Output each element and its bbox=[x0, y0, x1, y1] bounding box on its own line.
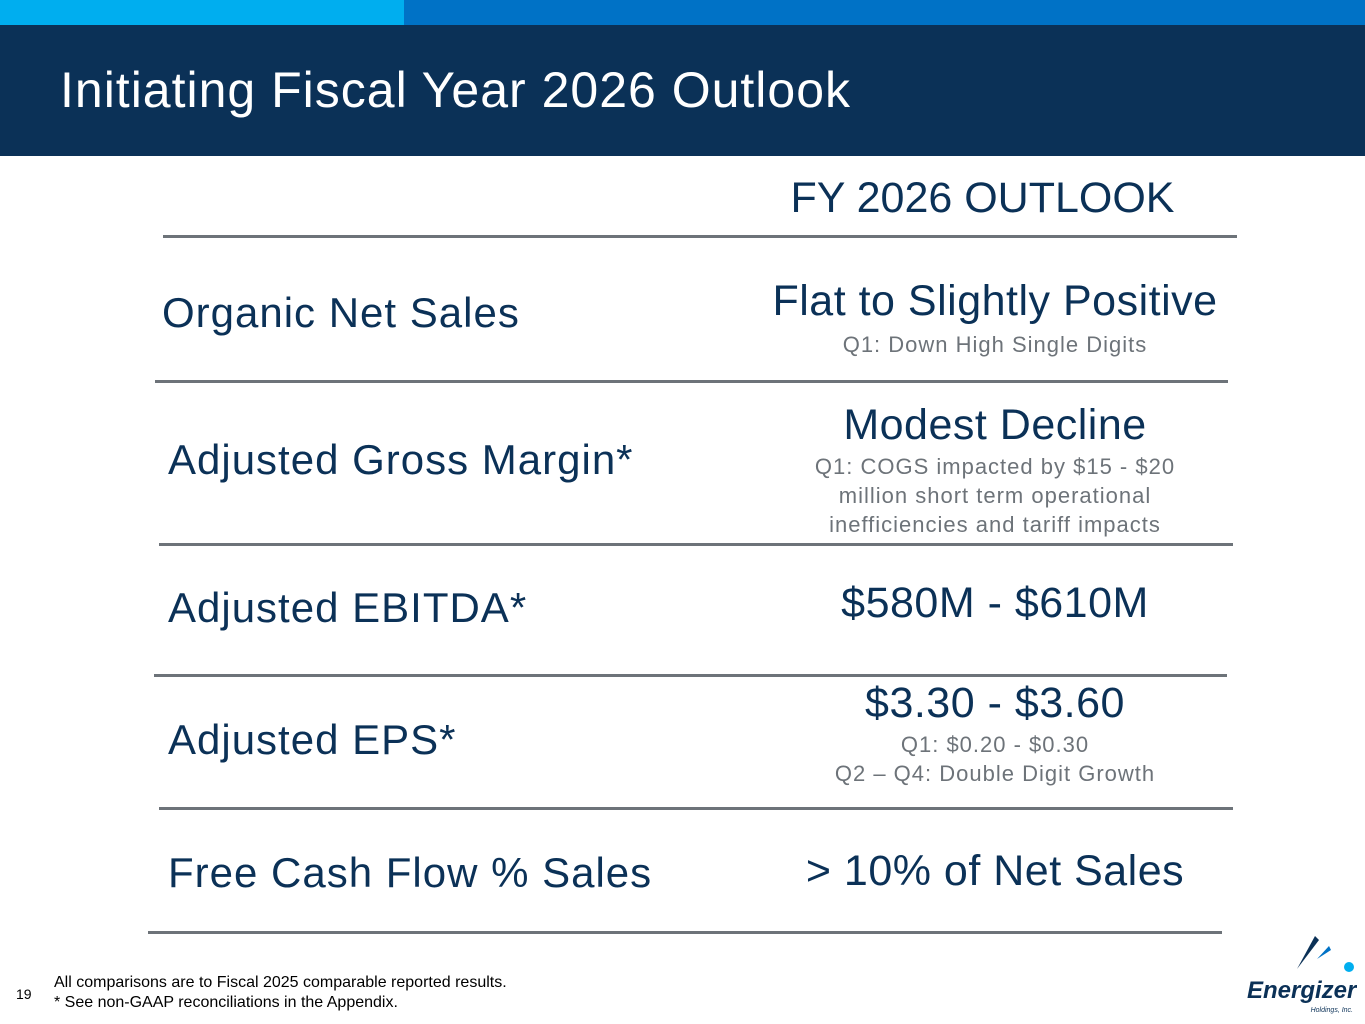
value-main: $3.30 - $3.60 bbox=[865, 679, 1125, 727]
slide-header: Initiating Fiscal Year 2026 Outlook bbox=[0, 25, 1365, 156]
value-main: Modest Decline bbox=[843, 401, 1147, 449]
value-note: Q1: Down High Single Digits bbox=[842, 332, 1148, 357]
row-value-adjusted-eps: $3.30 - $3.60 Q1: $0.20 - $0.30 Q2 – Q4:… bbox=[740, 679, 1250, 788]
row-value-adjusted-gross-margin: Modest Decline Q1: COGS impacted by $15 … bbox=[740, 401, 1250, 539]
logo-wordmark: Energizer bbox=[1247, 977, 1357, 1004]
row-label-adjusted-ebitda: Adjusted EBITDA* bbox=[168, 584, 528, 631]
value-main: $580M - $610M bbox=[841, 579, 1149, 627]
footnotes: All comparisons are to Fiscal 2025 compa… bbox=[54, 973, 507, 1013]
column-header: FY 2026 OUTLOOK bbox=[790, 174, 1175, 222]
value-main: Flat to Slightly Positive bbox=[772, 277, 1218, 325]
row-value-adjusted-ebitda: $580M - $610M bbox=[740, 579, 1250, 628]
divider bbox=[159, 807, 1233, 810]
divider bbox=[159, 543, 1233, 546]
value-note: million short term operational bbox=[838, 483, 1152, 508]
value-note: Q1: $0.20 - $0.30 bbox=[900, 732, 1090, 757]
divider bbox=[163, 235, 1237, 238]
row-label-free-cash-flow: Free Cash Flow % Sales bbox=[168, 849, 653, 896]
logo-mark-icon bbox=[1317, 946, 1331, 959]
row-value-free-cash-flow: > 10% of Net Sales bbox=[740, 847, 1250, 896]
logo-mark-icon bbox=[1297, 936, 1319, 969]
logo-subtitle: Holdings, Inc. bbox=[1311, 1007, 1353, 1014]
energizer-logo: Energizer Holdings, Inc. bbox=[1247, 936, 1357, 1014]
logo-dot-icon bbox=[1344, 962, 1354, 972]
row-label-organic-net-sales: Organic Net Sales bbox=[162, 289, 520, 336]
footnote: * See non-GAAP reconciliations in the Ap… bbox=[54, 994, 398, 1011]
value-main: > 10% of Net Sales bbox=[805, 847, 1185, 895]
divider bbox=[154, 674, 1227, 677]
slide-title: Initiating Fiscal Year 2026 Outlook bbox=[60, 62, 852, 118]
row-label-adjusted-gross-margin: Adjusted Gross Margin* bbox=[168, 436, 634, 483]
top-accent-segment bbox=[0, 0, 404, 25]
divider bbox=[155, 380, 1228, 383]
row-value-organic-net-sales: Flat to Slightly Positive Q1: Down High … bbox=[740, 277, 1250, 359]
divider bbox=[148, 931, 1222, 934]
value-note: Q2 – Q4: Double Digit Growth bbox=[834, 761, 1156, 786]
page-number: 19 bbox=[16, 986, 32, 1002]
value-note: Q1: COGS impacted by $15 - $20 bbox=[814, 454, 1176, 479]
footnote: All comparisons are to Fiscal 2025 compa… bbox=[54, 974, 507, 991]
top-accent-bar bbox=[0, 0, 1365, 25]
row-label-adjusted-eps: Adjusted EPS* bbox=[168, 716, 457, 763]
value-note: inefficiencies and tariff impacts bbox=[829, 512, 1161, 537]
